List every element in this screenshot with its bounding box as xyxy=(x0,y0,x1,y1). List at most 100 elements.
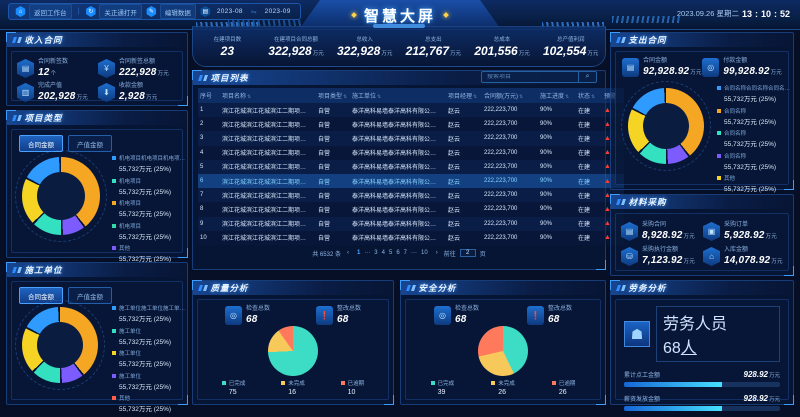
stat-quality-check-total[interactable]: ◎ 检查总数 68 xyxy=(224,306,270,325)
table-column-header[interactable]: 施工进度⇅ xyxy=(538,88,576,103)
legend-item[interactable]: 施工单位 55,732万元 (25%) xyxy=(112,327,185,346)
pie-legend-item[interactable]: 未完成 26 xyxy=(491,379,515,396)
table-column-header[interactable]: 项目经理⇅ xyxy=(446,88,482,103)
stat-completed-output[interactable]: ▥ 完成产值 202,928万元 xyxy=(17,83,96,102)
legend-item[interactable]: 机电项目 55,732万元 (25%) xyxy=(112,177,185,196)
table-column-header[interactable]: 合同额(万元)⇅ xyxy=(482,88,538,103)
pie-legend-item[interactable]: 已完成 75 xyxy=(221,379,245,396)
table-column-header[interactable]: 序号 xyxy=(198,88,220,103)
stat-quality-rectify-total[interactable]: ❗ 整改总数 68 xyxy=(315,306,361,325)
table-row[interactable]: 7 滨江花城滨江花城滨江二期项… 自营 泰洋高科易墙泰洋高科有限公… 赵云 222,223… xyxy=(198,188,624,203)
kpi-item[interactable]: 在建项目合同总额 322,928万元 xyxy=(262,35,331,58)
legend-item[interactable]: 合同名称 55,732万元 (25%) xyxy=(717,152,790,171)
labor-people-box[interactable]: 劳务人员 68人 xyxy=(656,306,780,362)
pie-legend-item[interactable]: 已完成 39 xyxy=(430,379,454,396)
cell-unit: 泰洋高科易墙泰洋高科有限公… xyxy=(350,117,446,132)
kpi-item[interactable]: 总产值利润 102,554万元 xyxy=(536,35,605,58)
pie-legend-item[interactable]: 已逾期 10 xyxy=(340,379,364,396)
table-row[interactable]: 3 滨江花城滨江花城滨江二期项… 自营 泰洋高科易墙泰洋高科有限公… 赵云 222,223… xyxy=(198,131,624,146)
pagination-prev[interactable]: ‹ xyxy=(346,250,349,257)
search-box[interactable]: ⌕ xyxy=(481,71,597,83)
quality-pie-chart[interactable] xyxy=(268,326,318,376)
search-input[interactable] xyxy=(482,74,578,80)
safety-pie-chart[interactable] xyxy=(478,326,528,376)
table-row[interactable]: 2 滨江花城滨江花城滨江二期项… 自营 泰洋高科易墙泰洋高科有限公… 赵云 222,223… xyxy=(198,117,624,132)
date-to-value[interactable]: 2023-09 xyxy=(264,8,291,15)
expense-contract-donut[interactable] xyxy=(621,81,711,171)
table-row[interactable]: 1 滨江花城滨江花城滨江二期项… 自营 泰洋高科易墙泰洋高科有限公… 赵云 222,223… xyxy=(198,103,624,118)
pagination-next[interactable]: › xyxy=(435,250,438,257)
stat-purchase-executed[interactable]: ⛁ 采购执行金额 7,123.92万元 xyxy=(621,247,701,266)
table-row[interactable]: 6 滨江花城滨江花城滨江二期项… 自营 泰洋高科易墙泰洋高科有限公… 赵云 222,223… xyxy=(198,173,624,189)
table-row[interactable]: 4 滨江花城滨江花城滨江二期项… 自营 泰洋高科易墙泰洋高科有限公… 赵云 222,223… xyxy=(198,145,624,160)
stat-income-new-amount[interactable]: ¥ 合同新签总额 222,928万元 xyxy=(98,59,177,78)
legend-item[interactable]: 机电项目 55,732万元 (25%) xyxy=(112,222,185,241)
pagination-page[interactable]: 6 xyxy=(396,250,400,257)
legend-item[interactable]: 合同名称 55,732万元 (25%) xyxy=(717,107,790,126)
table-column-header[interactable]: 项目类型⇅ xyxy=(316,88,350,103)
cell-progress: 90% xyxy=(538,117,576,132)
legend-item[interactable]: 其他 55,732万元 (25%) xyxy=(112,244,185,263)
legend-label: 机电项目机电项目机电项… xyxy=(119,156,186,162)
tab-contract-amount[interactable]: 合同金额 xyxy=(19,135,63,152)
kpi-bar: 在建项目数 23 在建项目合同总额 322,928万元 总收入 322,928万元 总支出 2… xyxy=(192,24,606,67)
legend-item[interactable]: 施工单位施工单位施工单… 55,732万元 (25%) xyxy=(112,304,185,323)
legend-item[interactable]: 其他 55,732万元 (25%) xyxy=(717,174,790,193)
kpi-item[interactable]: 总成本 201,556万元 xyxy=(468,35,537,58)
tab-output-amount[interactable]: 产值金额 xyxy=(68,287,112,304)
stat-purchase-contract[interactable]: ▤ 采购合同 8,928.92万元 xyxy=(621,222,701,241)
edit-data-button[interactable]: ✎ 编辑数据 xyxy=(146,4,196,19)
legend-item[interactable]: 机电项目 55,732万元 (25%) xyxy=(112,199,185,218)
search-icon[interactable]: ⌕ xyxy=(578,72,596,82)
legend-item[interactable]: 合同名称合同名称合同名… 55,732万元 (25%) xyxy=(717,84,790,103)
kpi-item[interactable]: 总支出 212,767万元 xyxy=(399,35,468,58)
pagination-page[interactable]: 10 xyxy=(421,250,428,257)
pagination-page[interactable]: 1 xyxy=(356,250,361,257)
legend-item[interactable]: 机电项目机电项目机电项… 55,732万元 (25%) xyxy=(112,154,185,173)
legend-item[interactable]: 合同名称 55,732万元 (25%) xyxy=(717,129,790,148)
legend-item[interactable]: 其他 55,732万元 (25%) xyxy=(112,394,185,413)
table-row[interactable]: 9 滨江花城滨江花城滨江二期项… 自营 泰洋高科易墙泰洋高科有限公… 赵云 222,223… xyxy=(198,216,624,231)
pagination-page[interactable]: ··· xyxy=(411,250,418,257)
tab-output-amount[interactable]: 产值金额 xyxy=(68,135,112,152)
kpi-item[interactable]: 在建项目数 23 xyxy=(193,35,262,58)
kpi-item[interactable]: 总收入 322,928万元 xyxy=(330,35,399,58)
table-column-header[interactable]: 项目名称⇅ xyxy=(220,88,316,103)
stat-purchase-order[interactable]: ▣ 采购订单 5,928.92万元 xyxy=(703,222,783,241)
stat-expense-payment-amount[interactable]: ◎ 付款金额 99,928.92万元 xyxy=(702,58,782,77)
pie-legend-item[interactable]: 已逾期 26 xyxy=(551,379,575,396)
pagination-page[interactable]: ··· xyxy=(364,250,371,257)
pagination-page[interactable]: 7 xyxy=(403,250,408,257)
stat-safety-check-total[interactable]: ◎ 检查总数 68 xyxy=(433,306,479,325)
pagination-page[interactable]: 4 xyxy=(381,250,385,257)
date-range-picker[interactable]: ▤ 2023-08 ⇋ 2023-09 xyxy=(200,6,294,17)
table-row[interactable]: 8 滨江花城滨江花城滨江二期项… 自营 泰洋高科易墙泰洋高科有限公… 赵云 222,223… xyxy=(198,202,624,217)
material-purchase-title: 材料采购 xyxy=(628,197,667,207)
project-type-donut[interactable] xyxy=(15,150,107,242)
stat-safety-rectify-total[interactable]: ❗ 整改总数 68 xyxy=(526,306,572,325)
date-from-value[interactable]: 2023-08 xyxy=(216,8,243,15)
pagination-page[interactable]: 5 xyxy=(388,250,393,257)
table-column-header[interactable]: 状态⇅ xyxy=(576,88,602,103)
stat-received-amount[interactable]: ⬇ 收款金额 2,928万元 xyxy=(98,83,177,102)
table-column-header[interactable]: 施工单位⇅ xyxy=(350,88,446,103)
construction-unit-donut[interactable] xyxy=(15,300,105,390)
table-row[interactable]: 5 滨江花城滨江花城滨江二期项… 自营 泰洋高科易墙泰洋高科有限公… 赵云 222,223… xyxy=(198,159,624,174)
table-row[interactable]: 10 滨江花城滨江花城滨江二期项… 自营 泰洋高科易墙泰洋高科有限公… 赵云 222,22… xyxy=(198,230,624,245)
pagination-page[interactable]: 3 xyxy=(374,250,378,257)
cell-type: 自营 xyxy=(316,131,350,146)
legend-item[interactable]: 施工单位 55,732万元 (25%) xyxy=(112,349,185,368)
pie-legend-item[interactable]: 未完成 16 xyxy=(281,379,305,396)
legend-item[interactable]: 施工单位 55,732万元 (25%) xyxy=(112,372,185,391)
labor-bar-label: 累计点工金额 xyxy=(624,373,661,379)
receipt-icon: ⬇ xyxy=(98,83,115,102)
stat-income-new-count[interactable]: ▤ 合同新签数 12个 xyxy=(17,59,96,78)
pagination-goto-input[interactable]: 2 xyxy=(459,249,476,258)
quality-pie-legend: 已完成 75 未完成 16 已逾期 10 xyxy=(198,376,388,396)
stat-expense-contract-amount[interactable]: ▤ 合同金额 92,928.92万元 xyxy=(622,58,702,77)
stat-label: 检查总数 xyxy=(245,306,270,313)
back-to-workbench-button[interactable]: ⌂ 返回工作台 xyxy=(15,4,72,19)
open-button[interactable]: ↻ 关正通打开 xyxy=(85,4,142,19)
stat-inbound-amount[interactable]: ⌂ 入库金额 14,078.92万元 xyxy=(703,247,783,266)
